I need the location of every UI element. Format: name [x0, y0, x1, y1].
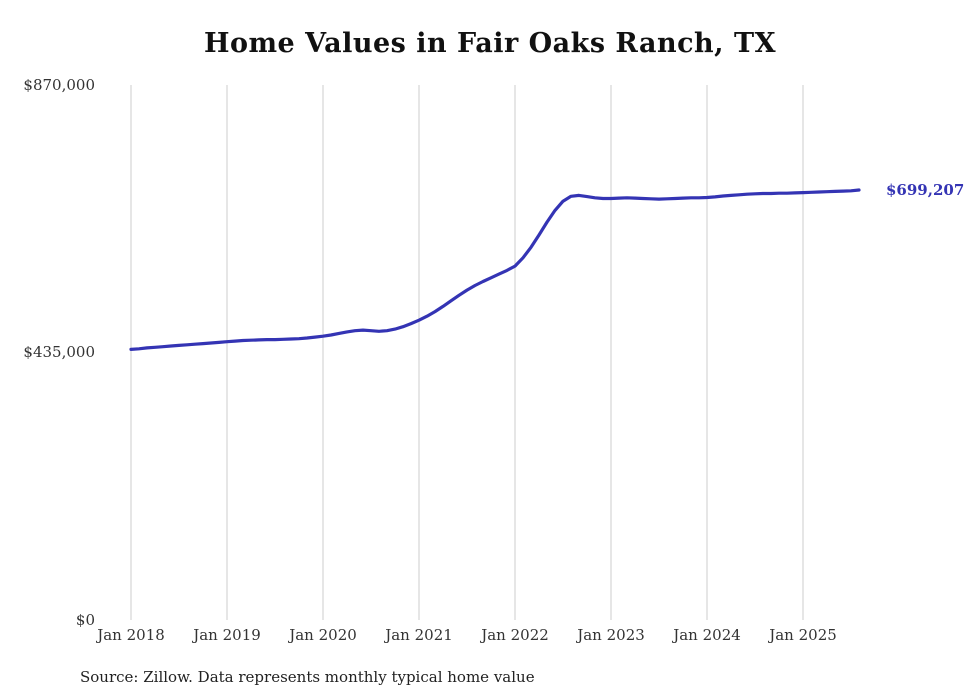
y-tick-label-0: $0 [75, 611, 95, 629]
home-value-line [129, 188, 861, 351]
x-tick-label: Jan 2020 [289, 626, 357, 644]
source-note: Source: Zillow. Data represents monthly … [80, 668, 535, 686]
x-tick-label: Jan 2019 [193, 626, 261, 644]
x-tick-label: Jan 2023 [577, 626, 645, 644]
x-axis-labels: Jan 2018 Jan 2019 Jan 2020 Jan 2021 Jan 2022… [0, 626, 980, 646]
x-tick-label: Jan 2021 [385, 626, 453, 644]
chart-title: Home Values in Fair Oaks Ranch, TX [203, 28, 777, 59]
x-tick-label: Jan 2022 [481, 626, 549, 644]
y-tick-label-435000: $435,000 [23, 343, 95, 361]
latest-value-label: $699,207 [886, 181, 965, 199]
x-tick-label: Jan 2018 [97, 626, 165, 644]
y-tick-label-870000: $870,000 [23, 76, 95, 94]
x-tick-label: Jan 2024 [673, 626, 741, 644]
x-tick-label: Jan 2025 [769, 626, 837, 644]
